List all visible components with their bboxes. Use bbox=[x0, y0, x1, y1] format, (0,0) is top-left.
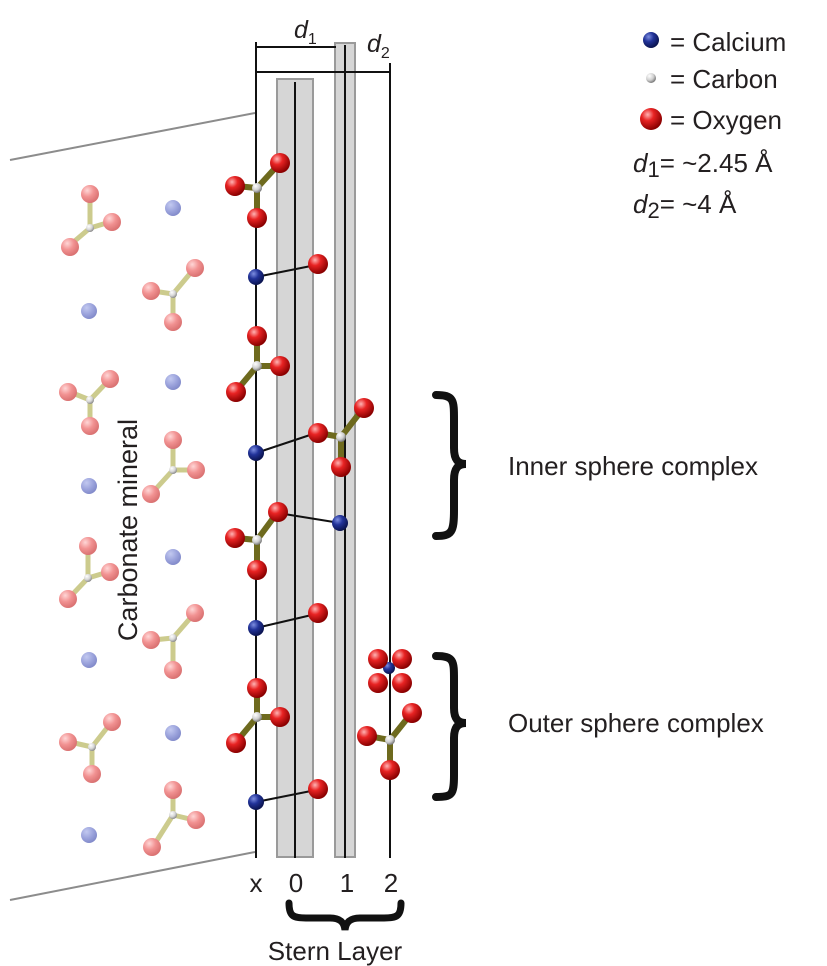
surface-carbonate bbox=[226, 326, 290, 402]
o-ca-bond bbox=[277, 512, 341, 524]
mineral-lattice bbox=[59, 185, 205, 856]
surface-calcium bbox=[248, 794, 264, 810]
carbonate-mineral-label: Carbonate mineral bbox=[113, 419, 143, 641]
inner-sphere-carbonate bbox=[308, 398, 374, 477]
faded-calcium bbox=[165, 374, 181, 390]
inner-sphere-calcium bbox=[332, 515, 348, 531]
inner-sphere-label: Inner sphere complex bbox=[508, 451, 758, 481]
plane-2-label: 2 bbox=[384, 868, 398, 898]
legend-calcium-label: = Calcium bbox=[670, 27, 786, 57]
surface-calcium bbox=[248, 269, 264, 285]
faded-calcium bbox=[165, 725, 181, 741]
faded-carbonate bbox=[142, 259, 204, 331]
faded-carbonate bbox=[59, 370, 119, 435]
legend-d2: d2= ~4 Å bbox=[633, 189, 737, 223]
d2-label: d2 bbox=[367, 30, 390, 62]
ca-o-bond bbox=[255, 789, 317, 803]
oxygen-plane0 bbox=[308, 254, 328, 274]
stern-layer-label: Stern Layer bbox=[268, 936, 403, 966]
faded-carbonate bbox=[142, 604, 204, 679]
oxygen-plane0 bbox=[308, 603, 328, 623]
outer-sphere-label: Outer sphere complex bbox=[508, 708, 764, 738]
surface-carbonate bbox=[225, 153, 290, 228]
inner-sphere-brace bbox=[432, 391, 467, 540]
legend-carbon-label: = Carbon bbox=[670, 64, 778, 94]
faded-calcium bbox=[165, 549, 181, 565]
perspective-line-bottom bbox=[9, 851, 256, 901]
ca-o-bond bbox=[255, 264, 317, 278]
surface-calcium bbox=[248, 620, 264, 636]
legend-calcium-swatch bbox=[643, 32, 659, 48]
d1-label: d1 bbox=[294, 16, 317, 48]
surface-carbonate bbox=[226, 678, 290, 753]
ca-o-bond bbox=[255, 613, 317, 629]
faded-calcium bbox=[81, 478, 97, 494]
ca-o-bond bbox=[255, 432, 317, 454]
faded-carbonate bbox=[61, 185, 121, 256]
faded-carbonate bbox=[143, 781, 205, 856]
legend-d1: d1= ~2.45 Å bbox=[633, 148, 773, 182]
plane-x-label: x bbox=[250, 868, 263, 898]
legend-carbon-swatch bbox=[646, 73, 656, 83]
legend-oxygen-label: = Oxygen bbox=[670, 105, 782, 135]
plane-0-label: 0 bbox=[289, 868, 303, 898]
faded-carbonate bbox=[142, 431, 205, 503]
outer-sphere-hydrated-calcium bbox=[368, 649, 412, 693]
faded-carbonate bbox=[59, 537, 119, 608]
legend-oxygen-swatch bbox=[640, 108, 662, 130]
surface-carbonate bbox=[225, 502, 288, 580]
faded-calcium bbox=[81, 652, 97, 668]
outer-sphere-carbonate bbox=[357, 703, 422, 780]
legend: = Calcium = Carbon = Oxygen d1= ~2.45 Å … bbox=[633, 27, 786, 223]
stern-layer-brace bbox=[285, 899, 405, 931]
oxygen-plane0 bbox=[308, 779, 328, 799]
faded-carbonate bbox=[59, 713, 121, 783]
faded-calcium bbox=[81, 827, 97, 843]
plane-1-label: 1 bbox=[340, 868, 354, 898]
outer-sphere-brace bbox=[432, 652, 467, 801]
perspective-line-top bbox=[9, 112, 256, 161]
surface-calcium bbox=[248, 445, 264, 461]
faded-calcium bbox=[165, 200, 181, 216]
faded-calcium bbox=[81, 303, 97, 319]
